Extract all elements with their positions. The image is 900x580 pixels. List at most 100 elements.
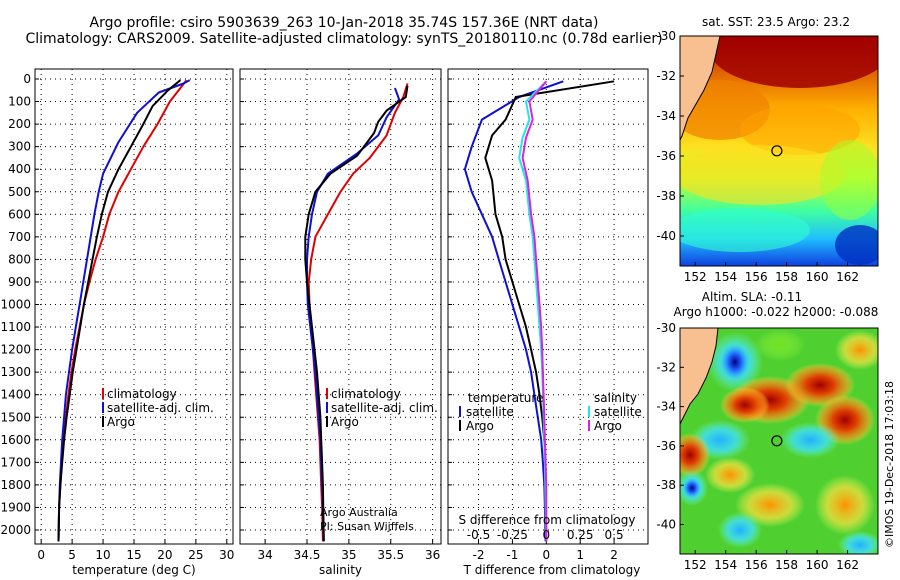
x-tick-label: 34 <box>257 548 272 562</box>
figure-title-line1: Argo profile: csiro 5903639_263 10-Jan-2… <box>90 15 599 31</box>
sla-map-subtitle: Argo h1000: -0.022 h2000: -0.088 <box>674 305 879 319</box>
map-y-tick-label: -36 <box>656 439 676 453</box>
y-tick-label: 2000 <box>0 523 31 537</box>
y-tick-label: 700 <box>8 230 31 244</box>
x-axis-label: T difference from climatology <box>463 563 641 577</box>
sst-profile-marker <box>771 145 783 157</box>
x-tick-label-top: -0.25 <box>497 528 528 542</box>
y-tick-label: 1300 <box>0 365 31 379</box>
sla-profile-marker <box>771 435 783 447</box>
map-y-tick-label: -32 <box>656 360 676 374</box>
y-tick-label: 1800 <box>0 478 31 492</box>
legend-label: climatology <box>331 387 401 401</box>
y-tick-label: 500 <box>8 185 31 199</box>
map-y-tick-label: -36 <box>656 149 676 163</box>
map-y-tick-label: -34 <box>656 109 676 123</box>
map-x-tick-label: 152 <box>684 558 707 572</box>
x-tick-label: 35.5 <box>377 548 404 562</box>
sla-map-title: Altim. SLA: -0.11 <box>702 290 802 304</box>
legend-label: Argo <box>107 415 135 429</box>
map-x-tick-label: 156 <box>745 558 768 572</box>
legend-label: satellite-adj. clim. <box>107 401 214 415</box>
x-tick-label-top: 0.5 <box>605 528 624 542</box>
y-tick-label: 300 <box>8 140 31 154</box>
legend-label: satellite <box>594 405 642 419</box>
x-tick-label: 20 <box>157 548 172 562</box>
y-tick-label: 1000 <box>0 298 31 312</box>
x-tick-label-top: 0.25 <box>567 528 594 542</box>
map-y-tick-label: -40 <box>656 229 676 243</box>
legend-label: Argo <box>331 415 359 429</box>
y-tick-label: 1900 <box>0 500 31 514</box>
x-tick-label: 1 <box>576 548 584 562</box>
series-line-satellite-adj-clim- <box>57 79 191 542</box>
map-y-tick-label: -30 <box>656 29 676 43</box>
sst-coastline <box>680 36 721 141</box>
y-tick-label: 1400 <box>0 388 31 402</box>
figure-title-line2: Climatology: CARS2009. Satellite-adjuste… <box>25 31 662 47</box>
series-line-argo <box>304 85 409 542</box>
y-tick-label: 900 <box>8 275 31 289</box>
map-axes-sst_map: 152 154 156 158 160 162 -30 -32 -34 -36 -38 -40 <box>656 29 859 284</box>
x-tick-label-top: 0 <box>542 528 550 542</box>
y-tick-label: 800 <box>8 252 31 266</box>
y-tick-label: 1100 <box>0 320 31 334</box>
sla-map <box>679 327 879 555</box>
map-x-tick-label: 156 <box>745 270 768 284</box>
imos-watermark: ©IMOS 19-Dec-2018 17:03:18 <box>883 381 896 548</box>
y-tick-label: 0 <box>23 72 31 86</box>
x-axis-label: temperature (deg C) <box>72 563 195 577</box>
panel-differences: -2 -1 0 1 2T difference from climatology temp… <box>447 68 649 577</box>
y-tick-label: 1200 <box>0 343 31 357</box>
panel-frame <box>447 68 649 545</box>
map-y-tick-label: -30 <box>656 321 676 335</box>
x-tick-label: 0 <box>542 548 550 562</box>
x-tick-label: 34.5 <box>294 548 321 562</box>
panel-frame <box>239 68 442 545</box>
panel-salinity: 34 34.5 35 35.5 36 salinity climatologysatelli… <box>239 68 442 577</box>
y-tick-label: 1700 <box>0 455 31 469</box>
map-x-tick-label: 160 <box>806 270 829 284</box>
x-tick-label-top: -0.5 <box>467 528 490 542</box>
legend-title-temperature: temperature <box>468 391 543 405</box>
credit-line1: Argo Australia <box>320 506 398 519</box>
map-y-tick-label: -38 <box>656 189 676 203</box>
y-tick-label: 1500 <box>0 410 31 424</box>
x-tick-label: 25 <box>188 548 203 562</box>
series-line-argo <box>57 79 182 542</box>
series-line-t-satellite <box>463 80 564 542</box>
x-tick-label: 0 <box>37 548 45 562</box>
sst-map-title: sat. SST: 23.5 Argo: 23.2 <box>702 15 850 29</box>
panel-temperature: 0 5 10 15 20 25 300100200300400500600700800900… <box>0 68 234 577</box>
y-tick-label: 1600 <box>0 433 31 447</box>
map-x-tick-label: 158 <box>775 270 798 284</box>
legend-label: satellite-adj. clim. <box>331 401 438 415</box>
y-tick-label: 600 <box>8 207 31 221</box>
series-line-s-argo <box>521 80 548 542</box>
sst-map <box>679 35 879 267</box>
map-x-tick-label: 158 <box>775 558 798 572</box>
y-tick-label: 200 <box>8 117 31 131</box>
legend-title-salinity: salinity <box>594 391 637 405</box>
x-tick-label: 15 <box>126 548 141 562</box>
map-x-tick-label: 162 <box>836 558 859 572</box>
x-tick-label: 10 <box>95 548 110 562</box>
legend-label: Argo <box>594 419 622 433</box>
x-tick-label: -1 <box>506 548 518 562</box>
map-x-tick-label: 162 <box>836 270 859 284</box>
x-tick-label: 36 <box>425 548 440 562</box>
credit-line2: PI: Susan Wijffels <box>320 520 414 533</box>
map-y-tick-label: -32 <box>656 69 676 83</box>
x-axis-label-top: S difference from climatology <box>459 513 636 527</box>
x-tick-label: -2 <box>473 548 485 562</box>
sla-land <box>680 328 718 424</box>
map-x-tick-label: 152 <box>684 270 707 284</box>
x-tick-label: 35 <box>341 548 356 562</box>
y-tick-label: 100 <box>8 95 31 109</box>
legend-label: satellite <box>466 405 514 419</box>
map-x-tick-label: 154 <box>714 558 737 572</box>
y-tick-label: 400 <box>8 162 31 176</box>
legend-label: Argo <box>466 419 494 433</box>
